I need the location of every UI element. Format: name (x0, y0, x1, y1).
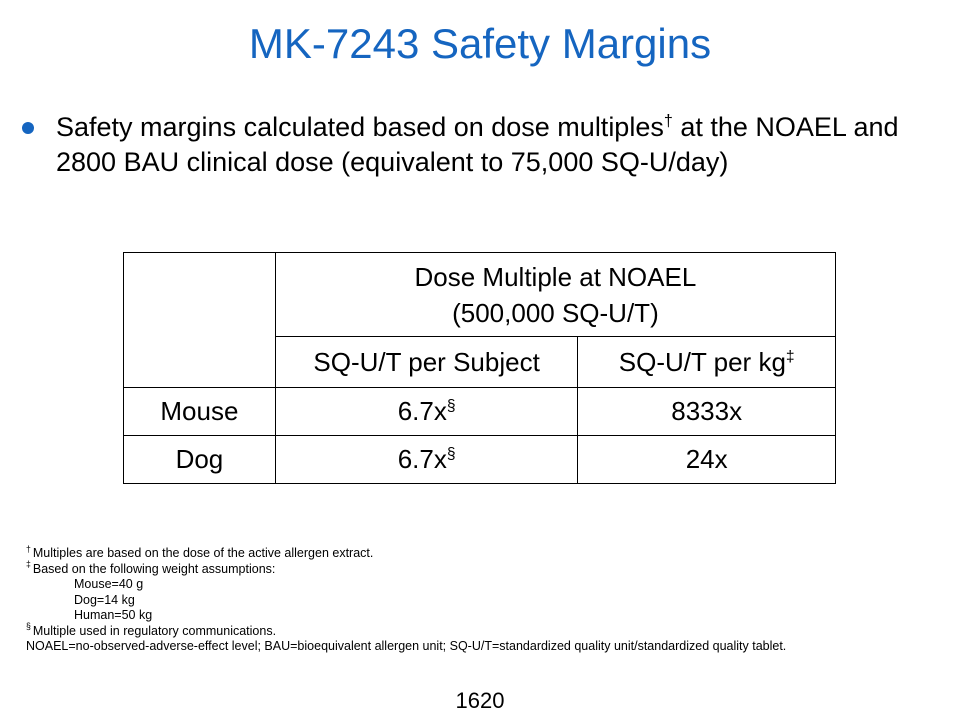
footnote-double-dagger: ‡ Based on the following weight assumptio… (26, 559, 926, 578)
section-mark: § (446, 397, 456, 415)
weight-item: Dog=14 kg (74, 592, 135, 607)
col-header-per-subject-label: SQ-U/T per Subject (313, 346, 540, 377)
safety-margins-table: Dose Multiple at NOAEL (500,000 SQ-U/T) … (123, 252, 837, 484)
col-header-per-subject: SQ-U/T per Subject (274, 336, 579, 388)
section-mark: § (446, 445, 456, 463)
bullet-text: Safety margins calculated based on dose … (56, 110, 902, 180)
footnote-mark: ‡ (26, 559, 31, 570)
double-dagger-mark: ‡ (785, 347, 795, 365)
weight-item: Human=50 kg (74, 608, 153, 622)
footnote-dagger: † Multiples are based on the dose of the … (26, 543, 926, 562)
weight-item: Mouse=40 g (74, 577, 144, 591)
footnote-mark: § (26, 621, 31, 632)
table-row: Mouse 6.7x§ 8333x (123, 387, 836, 436)
bullet-dot-icon (22, 122, 34, 134)
per-subject-value: 6.7x (397, 396, 447, 426)
footnote-text: Multiple used in regulatory communicatio… (32, 623, 277, 638)
slide-title: MK-7243 Safety Margins (248, 20, 712, 67)
group-header-line1: Dose Multiple at NOAEL (414, 261, 697, 292)
species-cell: Dog (123, 435, 276, 484)
table-corner-cell (123, 252, 276, 388)
abbreviations: NOAEL=no-observed-adverse-effect level; … (26, 639, 787, 653)
bullet-text-end: at the NOAEL and 2800 BAU clinical dose … (56, 112, 899, 177)
dagger-mark: † (663, 112, 673, 130)
table-row: Dog 6.7x§ 24x (123, 435, 836, 484)
group-header-line2: (500,000 SQ-U/T) (452, 297, 659, 328)
per-kg-cell: 8333x (577, 387, 836, 436)
page-number: 1620 (455, 688, 505, 713)
footnotes: † Multiples are based on the dose of the … (26, 543, 926, 655)
species-cell: Mouse (123, 387, 276, 436)
per-subject-cell: 6.7x§ (274, 387, 579, 436)
footnote-text: Multiples are based on the dose of the a… (32, 546, 374, 560)
col-header-per-kg: SQ-U/T per kg‡ (577, 336, 836, 388)
bullet-point: Safety margins calculated based on dose … (22, 110, 902, 180)
footnote-text: Based on the following weight assumption… (32, 561, 276, 576)
per-subject-cell: 6.7x§ (274, 435, 579, 484)
bullet-text-start: Safety margins calculated based on dose … (56, 112, 664, 142)
group-header: Dose Multiple at NOAEL (500,000 SQ-U/T) (274, 252, 837, 337)
per-kg-cell: 24x (577, 435, 836, 484)
col-header-per-kg-label: SQ-U/T per kg (618, 346, 786, 377)
footnote-section: § Multiple used in regulatory communicati… (26, 621, 926, 640)
footnote-mark: † (26, 543, 31, 554)
per-subject-value: 6.7x (397, 444, 447, 474)
